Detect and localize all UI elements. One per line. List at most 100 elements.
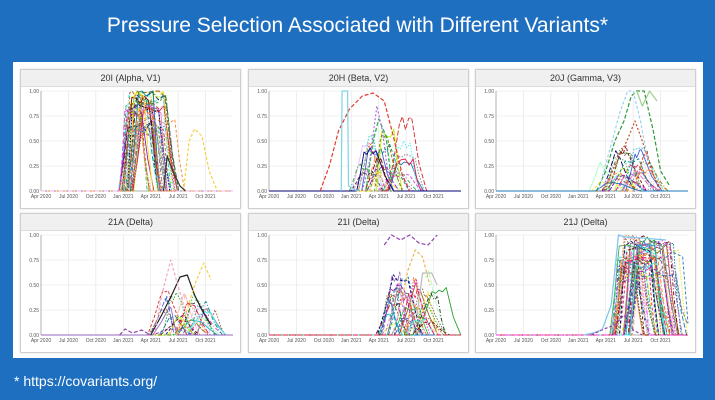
chart-plot: 0.00 0.25 0.50 0.75 1.00 Apr 2020 Jul 2020 Oct …	[29, 89, 233, 200]
series-line	[400, 249, 431, 306]
series-line	[153, 259, 192, 336]
x-tick-label: Apr 2021	[369, 338, 390, 344]
series-line	[41, 328, 233, 336]
chart-card: 21J (Delta) 0.00 0.25 0.50 0.75 1.00 Apr 2020…	[475, 213, 696, 353]
series-line	[496, 150, 688, 192]
y-tick-label: 1.00	[484, 233, 494, 239]
series-line	[496, 150, 688, 192]
series-line	[41, 315, 233, 336]
chart-title: 21J (Delta)	[476, 214, 695, 231]
chart-title: 21I (Delta)	[249, 214, 468, 231]
series-line	[496, 174, 688, 192]
x-tick-label: Jul 2021	[624, 338, 643, 344]
series-line	[269, 284, 461, 336]
series-line	[496, 251, 688, 336]
series-line	[496, 161, 688, 192]
series-line	[41, 117, 233, 192]
series-line	[269, 313, 461, 336]
series-line	[496, 235, 688, 336]
series-line	[269, 142, 461, 192]
y-tick-label: 0.25	[484, 308, 494, 314]
series-line	[269, 271, 461, 336]
chart-title: 20J (Gamma, V3)	[476, 70, 695, 87]
series-line	[41, 105, 233, 192]
series-line	[496, 272, 688, 336]
y-tick-label: 0.50	[257, 139, 267, 145]
series-line	[183, 128, 218, 192]
series-line	[496, 149, 688, 192]
series-line	[41, 98, 233, 192]
x-tick-label: Apr 2020	[259, 338, 280, 344]
x-tick-label: Apr 2021	[141, 338, 162, 344]
series-line	[496, 267, 688, 336]
x-tick-label: Oct 2021	[195, 194, 216, 200]
x-tick-label: Jul 2020	[59, 338, 78, 344]
series-line	[383, 234, 438, 246]
series-line	[496, 168, 688, 192]
series-line	[41, 90, 233, 192]
x-tick-label: Oct 2020	[314, 338, 335, 344]
chart-plot: 0.00 0.25 0.50 0.75 1.00 Apr 2020 Jul 2020 Oct …	[484, 89, 688, 200]
x-tick-label: Jul 2020	[287, 338, 306, 344]
chart-title: 21A (Delta)	[21, 214, 240, 231]
x-tick-label: Jul 2020	[514, 194, 533, 200]
x-tick-label: Apr 2021	[369, 194, 390, 200]
series-line	[269, 161, 461, 192]
series-line	[41, 121, 233, 192]
y-tick-label: 0.00	[29, 189, 39, 195]
series-line	[496, 272, 688, 336]
series-line	[269, 169, 461, 192]
chart-plot: 0.00 0.25 0.50 0.75 1.00 Apr 2020 Jul 2020 Oct …	[257, 89, 461, 200]
series-line	[590, 314, 643, 336]
x-tick-label: Apr 2020	[31, 194, 52, 200]
series-line	[496, 147, 688, 192]
series-line	[269, 270, 461, 336]
series-line	[496, 145, 688, 192]
y-tick-label: 0.50	[257, 283, 267, 289]
chart-panel-area: 20I (Alpha, V1) 0.00 0.25 0.50 0.75 1.00 Apr …	[13, 62, 703, 358]
series-line	[269, 277, 461, 336]
chart-plot: 0.00 0.25 0.50 0.75 1.00 Apr 2020 Jul 2020 Oct …	[484, 233, 689, 344]
x-tick-label: Jul 2021	[624, 194, 643, 200]
series-line	[496, 245, 688, 336]
series-line	[269, 292, 461, 336]
series-line	[269, 290, 461, 336]
chart-card: 21I (Delta) 0.00 0.25 0.50 0.75 1.00 Apr 2020…	[248, 213, 469, 353]
series-line	[41, 108, 233, 192]
series-line	[269, 318, 461, 336]
series-line	[41, 90, 233, 192]
series-line	[496, 257, 688, 336]
y-tick-label: 1.00	[29, 233, 39, 239]
series-line	[583, 234, 667, 336]
x-tick-label: Oct 2021	[423, 194, 444, 200]
series-line	[416, 272, 438, 316]
chart-card: 20H (Beta, V2) 0.00 0.25 0.50 0.75 1.00 Apr 2…	[248, 69, 469, 209]
x-tick-label: Apr 2020	[31, 338, 52, 344]
x-tick-label: Apr 2020	[486, 194, 507, 200]
series-line	[150, 274, 212, 336]
series-line	[496, 147, 688, 192]
y-tick-label: 1.00	[257, 89, 267, 95]
x-tick-label: Apr 2021	[596, 194, 617, 200]
x-tick-label: Apr 2021	[141, 194, 162, 200]
series-line	[496, 272, 688, 336]
x-tick-label: Oct 2020	[541, 194, 562, 200]
chart-card: 21A (Delta) 0.00 0.25 0.50 0.75 1.00 Apr 2020…	[20, 213, 241, 353]
series-line	[41, 104, 233, 192]
series-line	[269, 170, 461, 192]
chart-title: 20H (Beta, V2)	[249, 70, 468, 87]
series-line	[41, 302, 233, 336]
chart-card: 20J (Gamma, V3) 0.00 0.25 0.50 0.75 1.00 Apr …	[475, 69, 696, 209]
y-tick-label: 0.00	[484, 189, 494, 195]
series-line	[41, 90, 233, 192]
series-line	[269, 323, 461, 336]
x-tick-label: Oct 2020	[86, 338, 107, 344]
series-line	[269, 321, 461, 336]
series-line	[119, 328, 151, 336]
series-line	[269, 142, 461, 192]
series-line	[269, 147, 461, 192]
series-line	[496, 172, 688, 192]
series-line	[319, 92, 411, 192]
series-line	[496, 149, 688, 192]
y-tick-label: 0.75	[257, 114, 267, 120]
